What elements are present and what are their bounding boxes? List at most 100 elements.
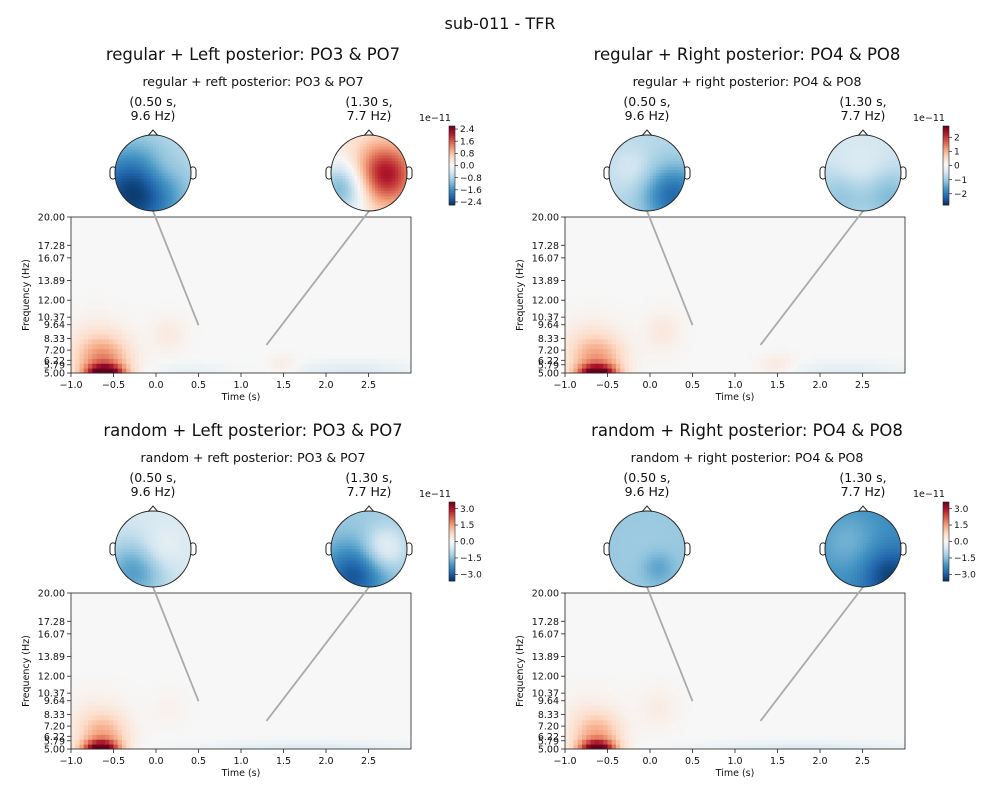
x-tick-label: 0.5 <box>191 380 206 391</box>
head-nose <box>857 129 869 137</box>
topomap-label-freq: 7.7 Hz) <box>347 108 392 123</box>
topomap-label-freq: 7.7 Hz) <box>841 108 886 123</box>
y-tick-label: 6.22 <box>44 356 65 367</box>
topomap-connector <box>759 586 864 722</box>
tfr-plot: random + right posterior: PO4 & PO8 −1.0 −… <box>515 450 976 779</box>
panel-random-right: random + Right posterior: PO4 & PO8 rand… <box>497 421 997 796</box>
y-tick-label: 17.28 <box>38 241 65 252</box>
y-tick-label: 10.37 <box>38 689 65 700</box>
y-tick-label: 6.22 <box>44 732 65 743</box>
y-tick-label: 20.00 <box>38 213 65 224</box>
topomap-label-time: (1.30 s, <box>839 470 886 485</box>
x-tick-label: 2.5 <box>361 380 376 391</box>
y-tick-label: 5.00 <box>538 745 559 756</box>
y-tick-label: 20.00 <box>532 213 559 224</box>
colorbar-tick-label: −1.5 <box>460 554 482 564</box>
head-outline <box>330 510 408 588</box>
y-tick-label: 13.89 <box>38 276 65 287</box>
topomap-connector <box>152 210 200 326</box>
y-tick-label: 16.07 <box>38 253 65 264</box>
head-nose <box>363 129 375 137</box>
colorbar-tick-label: 3.0 <box>954 505 969 515</box>
x-tick-label: 1.0 <box>233 756 248 767</box>
y-tick-label: 7.20 <box>538 722 559 733</box>
x-tick-label: 2.5 <box>855 756 870 767</box>
y-tick-label: 10.37 <box>532 689 559 700</box>
y-tick-label: 8.33 <box>538 334 559 345</box>
y-tick-label: 20.00 <box>38 589 65 600</box>
x-axis-label: Time (s) <box>221 392 261 403</box>
y-tick-label: 12.00 <box>38 672 65 683</box>
x-tick-label: 1.0 <box>727 380 742 391</box>
y-tick-label: 10.37 <box>532 313 559 324</box>
colorbar-tick-label: 1.5 <box>460 521 474 531</box>
colorbar-tick-label: 0.0 <box>460 538 475 548</box>
y-tick-label: 5.00 <box>44 745 65 756</box>
y-axis-label: Frequency (Hz) <box>21 259 32 331</box>
colorbar-tick-label: 0.0 <box>954 538 969 548</box>
topomap-subtitle: regular + right posterior: PO4 & PO8 <box>633 74 862 89</box>
topomap-late <box>819 505 907 588</box>
x-tick-label: −1.0 <box>553 756 576 767</box>
colorbar <box>448 501 456 582</box>
colorbar-tick-label: −1 <box>954 176 967 186</box>
y-tick-label: 5.00 <box>44 369 65 380</box>
head-outline <box>114 134 192 212</box>
tfr-plot: random + reft posterior: PO3 & PO7 −1.0 −0… <box>21 450 482 779</box>
colorbar-tick-label: −3.0 <box>460 571 482 581</box>
x-tick-label: 0.0 <box>148 380 163 391</box>
topomap-label-freq: 9.6 Hz) <box>131 484 176 499</box>
y-tick-label: 6.22 <box>538 732 559 743</box>
topomap-early <box>603 505 691 588</box>
topomap-late <box>819 129 907 212</box>
x-tick-label: 2.0 <box>318 380 333 391</box>
topomap-connector <box>759 210 864 346</box>
head-nose <box>857 505 869 513</box>
tfr-heatmap <box>565 593 906 750</box>
x-tick-label: 1.5 <box>276 756 291 767</box>
colorbar <box>942 125 950 206</box>
x-tick-label: 2.0 <box>812 380 827 391</box>
colorbar-tick-label: 0.8 <box>460 150 475 160</box>
head-nose <box>641 505 653 513</box>
head-outline <box>824 134 902 212</box>
colorbar-exponent: 1e−11 <box>419 113 451 124</box>
topomap-label-time: (0.50 s, <box>129 94 176 109</box>
colorbar-exponent: 1e−11 <box>913 113 945 124</box>
y-tick-label: 10.37 <box>38 313 65 324</box>
y-tick-label: 5.79 <box>538 736 559 747</box>
y-tick-label: 12.00 <box>38 296 65 307</box>
head-outline <box>608 134 686 212</box>
topomap-field <box>825 135 901 211</box>
panel-title: random + Left posterior: PO3 & PO7 <box>103 421 403 440</box>
head-outline <box>330 134 408 212</box>
x-axis-label: Time (s) <box>715 392 755 403</box>
y-tick-label: 5.79 <box>44 360 65 371</box>
x-tick-label: −0.5 <box>102 380 125 391</box>
x-tick-label: −1.0 <box>59 380 82 391</box>
topomap-connector <box>265 586 370 722</box>
topomap-label-freq: 9.6 Hz) <box>131 108 176 123</box>
x-tick-label: 0.0 <box>642 380 657 391</box>
y-tick-label: 8.33 <box>44 334 65 345</box>
head-outline <box>608 510 686 588</box>
topomap-label-freq: 7.7 Hz) <box>347 484 392 499</box>
x-tick-label: 1.5 <box>276 380 291 391</box>
colorbar-tick-label: 2.4 <box>460 125 475 135</box>
colorbar-tick-label: 0.0 <box>460 162 475 172</box>
y-tick-label: 5.00 <box>538 369 559 380</box>
topomap-label-time: (0.50 s, <box>623 94 670 109</box>
x-tick-label: 1.0 <box>233 380 248 391</box>
x-tick-label: 2.5 <box>855 380 870 391</box>
topomap-subtitle: random + reft posterior: PO3 & PO7 <box>141 450 366 465</box>
colorbar-tick-label: 3.0 <box>460 505 475 515</box>
topomap-subtitle: regular + reft posterior: PO3 & PO7 <box>142 74 363 89</box>
head-outline <box>114 510 192 588</box>
topomap-late <box>325 129 413 212</box>
colorbar-tick-label: 1.6 <box>460 137 475 147</box>
x-tick-label: 0.5 <box>191 756 206 767</box>
x-axis-label: Time (s) <box>715 768 755 779</box>
y-tick-label: 7.20 <box>538 346 559 357</box>
y-tick-label: 7.20 <box>44 722 65 733</box>
